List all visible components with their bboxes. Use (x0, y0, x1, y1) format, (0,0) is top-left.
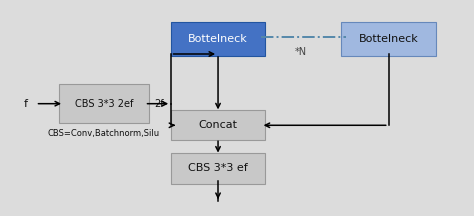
FancyBboxPatch shape (341, 22, 436, 56)
Text: *N: *N (295, 47, 307, 57)
Text: f: f (24, 99, 28, 109)
FancyBboxPatch shape (171, 153, 265, 184)
Text: CBS 3*3 ef: CBS 3*3 ef (188, 164, 248, 173)
FancyBboxPatch shape (171, 110, 265, 140)
FancyBboxPatch shape (171, 22, 265, 56)
Text: Bottelneck: Bottelneck (359, 34, 419, 44)
Text: Concat: Concat (199, 120, 237, 130)
Text: CBS 3*3 2ef: CBS 3*3 2ef (75, 99, 134, 109)
FancyBboxPatch shape (59, 84, 149, 123)
Text: 2f: 2f (154, 99, 164, 109)
Text: Bottelneck: Bottelneck (188, 34, 248, 44)
Text: CBS=Conv,Batchnorm,Silu: CBS=Conv,Batchnorm,Silu (47, 129, 160, 138)
